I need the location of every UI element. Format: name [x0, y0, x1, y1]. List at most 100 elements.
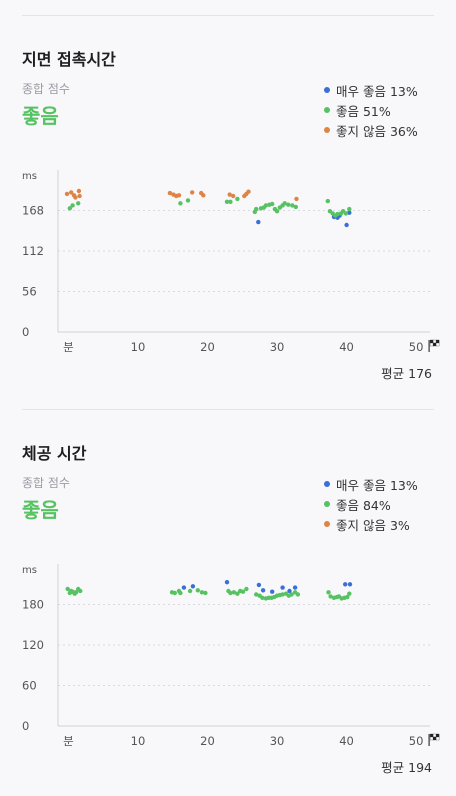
- legend-item-very-good: 매우 좋음 13%: [324, 474, 418, 494]
- legend-label: 좋지 않음 3%: [336, 517, 410, 533]
- data-point-very-good: [280, 585, 285, 590]
- data-point-good: [263, 203, 269, 208]
- data-point-good: [328, 594, 333, 599]
- data-point-not-good: [294, 196, 299, 202]
- data-point-good: [295, 592, 301, 597]
- legend-dot-not-good: [324, 521, 330, 527]
- flag-cell: [429, 736, 434, 741]
- legend-dot-very-good: [324, 481, 330, 487]
- data-point-good: [178, 201, 183, 206]
- data-point-very-good: [287, 588, 292, 594]
- data-point-not-good: [246, 189, 251, 194]
- data-point-good: [70, 203, 75, 208]
- data-point-very-good: [347, 210, 352, 215]
- data-point-good: [286, 202, 291, 207]
- top-divider: [22, 15, 434, 16]
- x-tick-label: 40: [339, 734, 354, 748]
- x-tick-label: 30: [270, 340, 285, 354]
- y-tick-label: 112: [22, 244, 44, 258]
- legend-label: 매우 좋음 13%: [336, 83, 418, 99]
- flag-cell: [432, 342, 437, 347]
- data-point-not-good: [76, 188, 82, 194]
- legend-item-not-good: 좋지 않음 36%: [324, 120, 418, 140]
- legend-dot-good: [324, 501, 330, 507]
- data-point-good: [203, 590, 208, 596]
- data-point-good: [270, 201, 275, 207]
- flag-cell: [432, 736, 437, 741]
- data-point-not-good: [227, 192, 232, 197]
- x-tick-label: 40: [339, 340, 354, 354]
- section-title: 지면 접촉시간: [22, 50, 116, 69]
- flag-cell: [435, 733, 440, 738]
- legend-item-not-good: 좋지 않음 3%: [324, 514, 418, 534]
- legend-item-good: 좋음 51%: [324, 100, 418, 120]
- data-point-very-good: [190, 584, 196, 589]
- flag-cell: [432, 733, 437, 738]
- data-point-very-good: [224, 580, 230, 585]
- data-point-good: [67, 206, 73, 211]
- y-axis-unit: ms: [22, 565, 37, 576]
- section-title: 체공 시간: [22, 444, 87, 463]
- data-point-good: [235, 196, 240, 202]
- data-point-not-good: [167, 190, 173, 196]
- legend-item-good: 좋음 84%: [324, 494, 418, 514]
- average-label: 평균 194: [381, 760, 432, 775]
- x-tick-label: 분: [63, 734, 74, 748]
- data-point-good: [76, 201, 81, 206]
- legend-label: 좋음 84%: [336, 497, 391, 513]
- data-point-not-good: [176, 193, 182, 198]
- flight-time-chart: ms 180 120 60 0 분 10 20 30 40 50: [22, 564, 440, 748]
- data-point-good: [187, 588, 193, 594]
- data-point-good: [244, 586, 249, 592]
- section-divider: [22, 409, 434, 410]
- data-point-not-good: [201, 193, 206, 198]
- x-tick-label: 50: [409, 340, 424, 354]
- data-point-good: [280, 592, 285, 597]
- data-point-good: [235, 591, 240, 596]
- data-point-good: [228, 590, 233, 596]
- data-point-good: [282, 201, 287, 206]
- finish-flag-icon: [428, 733, 440, 746]
- flag-cell: [429, 733, 434, 738]
- data-point-very-good: [347, 582, 353, 587]
- data-point-not-good: [77, 193, 82, 199]
- data-point-good: [274, 209, 280, 214]
- x-tick-label: 분: [63, 340, 74, 354]
- data-point-not-good: [64, 191, 70, 197]
- data-point-good: [254, 206, 259, 212]
- data-point-very-good: [260, 588, 266, 593]
- score-value: 좋음: [22, 104, 59, 128]
- y-tick-label: 0: [22, 325, 29, 339]
- legend-dot-very-good: [324, 87, 330, 93]
- legend-label: 좋음 51%: [336, 103, 391, 119]
- data-point-good: [335, 211, 340, 217]
- data-point-good: [224, 199, 230, 204]
- y-tick-label: 56: [22, 285, 37, 299]
- flag-cell: [435, 342, 440, 347]
- x-tick-label: 10: [131, 734, 146, 748]
- data-point-not-good: [190, 190, 195, 195]
- x-tick-label: 20: [200, 340, 215, 354]
- flag-cell: [435, 736, 440, 741]
- data-point-not-good: [231, 193, 236, 199]
- y-tick-label: 168: [22, 204, 44, 218]
- legend-dot-not-good: [324, 127, 330, 133]
- data-point-good: [195, 588, 200, 593]
- y-tick-label: 120: [22, 638, 44, 652]
- data-point-very-good: [256, 219, 261, 225]
- data-point-very-good: [181, 585, 187, 590]
- average-label: 평균 176: [381, 366, 432, 381]
- legend-dot-good: [324, 107, 330, 113]
- data-point-not-good: [73, 195, 78, 200]
- legend: 매우 좋음 13% 좋음 51% 좋지 않음 36%: [324, 80, 418, 140]
- data-point-good: [73, 590, 79, 595]
- y-tick-label: 0: [22, 719, 29, 733]
- data-point-good: [78, 588, 83, 594]
- data-point-good: [347, 206, 352, 212]
- x-tick-label: 30: [270, 734, 285, 748]
- flag-cell: [432, 339, 437, 344]
- score-label: 종합 점수: [22, 82, 70, 96]
- data-point-good: [240, 589, 246, 594]
- data-point-very-good: [343, 582, 348, 587]
